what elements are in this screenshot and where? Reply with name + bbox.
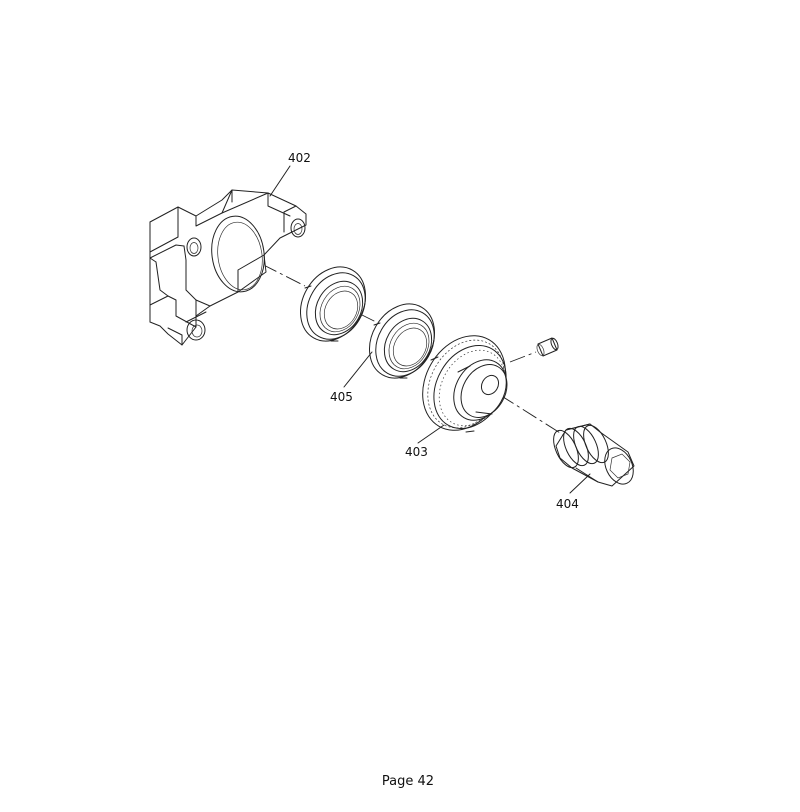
callout-402: 402 [288,151,311,165]
callout-405: 405 [330,390,353,404]
bracket-402 [149,189,307,346]
bushing-404 [553,423,635,487]
leader-lines [269,165,591,494]
set-screw [509,337,559,363]
page-number: Page 42 [381,774,435,789]
bearing-405-a [300,266,366,342]
callout-403: 403 [405,445,428,459]
bearing-405-b [369,303,435,379]
pulley-403 [422,335,508,433]
callout-404: 404 [556,497,579,511]
